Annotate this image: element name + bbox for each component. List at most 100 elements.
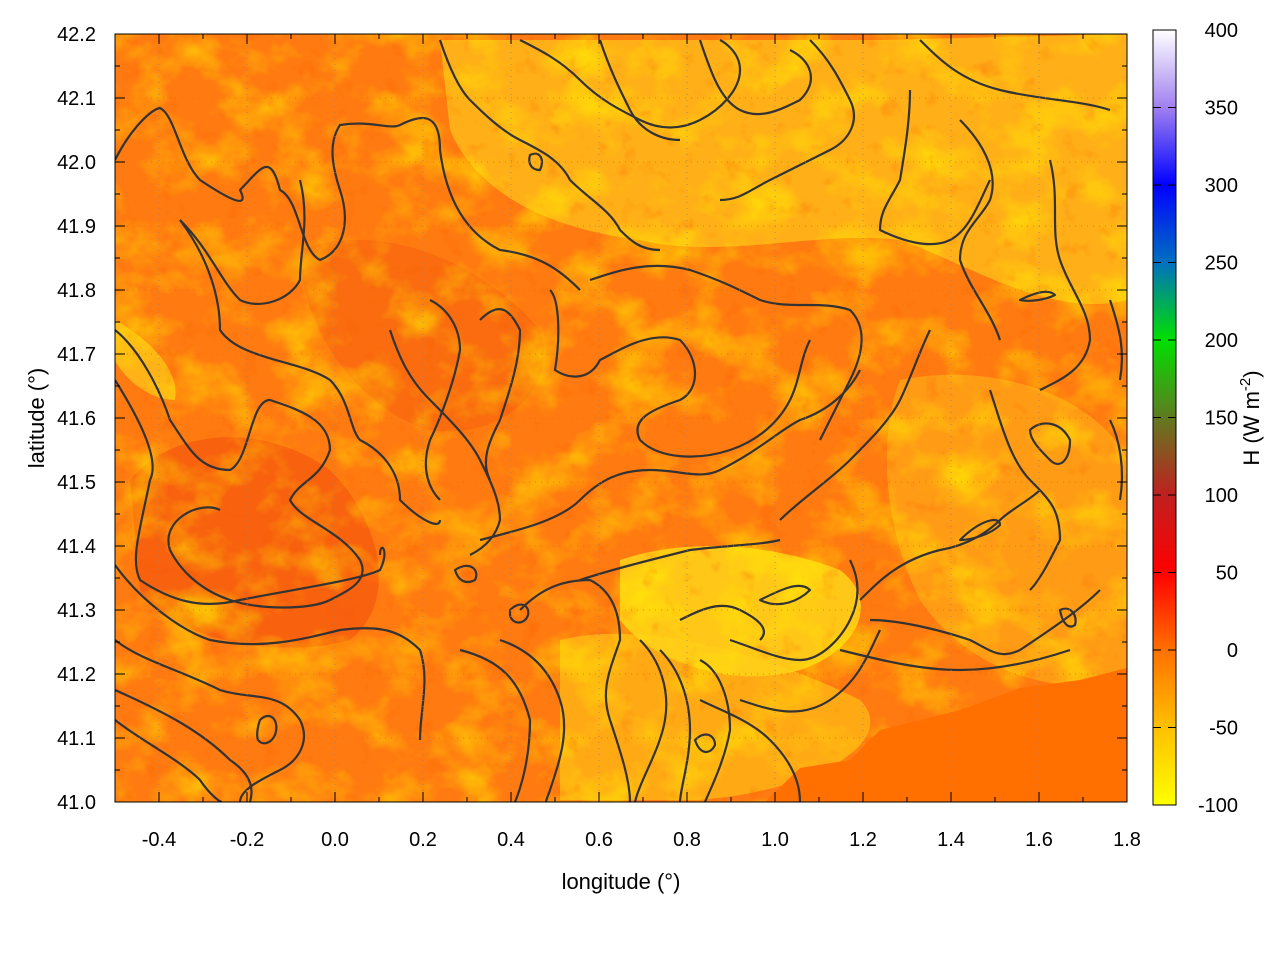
y-axis: 41.0 41.1 41.2 41.3 41.4 41.5 41.6 41.7 41.8 41.9… bbox=[57, 24, 1127, 814]
contour-line bbox=[598, 39, 681, 142]
colorbar-tick-label: 100 bbox=[1205, 485, 1238, 507]
contour-line bbox=[179, 179, 306, 305]
colorbar-label: H (W m-2) bbox=[1237, 370, 1264, 465]
contour-line bbox=[115, 329, 364, 609]
contour-line bbox=[479, 308, 522, 481]
contour-line bbox=[729, 559, 859, 662]
colorbar-tick-label: -50 bbox=[1209, 718, 1238, 740]
contour-line bbox=[453, 564, 478, 584]
contour-line bbox=[699, 699, 802, 802]
colorbar-tick-label: -100 bbox=[1198, 795, 1238, 817]
y-tick-label: 41.4 bbox=[57, 536, 96, 558]
x-tick-label: 1.8 bbox=[1113, 829, 1141, 851]
contour-line bbox=[1058, 607, 1077, 628]
field-texture bbox=[115, 34, 1127, 802]
x-axis-label: longitude (°) bbox=[562, 869, 681, 894]
contour-line bbox=[115, 719, 223, 802]
contour-line bbox=[1108, 299, 1124, 381]
contour-line bbox=[115, 379, 386, 606]
contour-line bbox=[589, 264, 863, 441]
contour-line bbox=[859, 489, 1041, 601]
x-tick-label: 1.0 bbox=[761, 829, 789, 851]
y-tick-label: 41.7 bbox=[57, 344, 96, 366]
contour-line bbox=[1028, 422, 1072, 465]
y-tick-label: 41.5 bbox=[57, 472, 96, 494]
contour-lines bbox=[115, 39, 1124, 802]
y-tick-label: 41.2 bbox=[57, 664, 96, 686]
y-tick-label: 42.1 bbox=[57, 88, 96, 110]
contour-line bbox=[699, 659, 732, 802]
colorbar-tick-label: 350 bbox=[1205, 98, 1238, 120]
contour-line bbox=[958, 518, 1002, 542]
contour-line bbox=[519, 39, 742, 129]
x-tick-label: 1.6 bbox=[1025, 829, 1053, 851]
contour-line bbox=[1018, 290, 1057, 302]
contour-line bbox=[115, 639, 305, 802]
contour-line bbox=[459, 648, 532, 802]
x-tick-label: 1.4 bbox=[937, 829, 965, 851]
contour-line bbox=[988, 389, 1062, 591]
contour-line bbox=[179, 219, 442, 525]
contour-line bbox=[508, 603, 530, 624]
contour-line bbox=[115, 106, 581, 291]
contour-line bbox=[115, 688, 253, 802]
contour-line bbox=[633, 639, 668, 802]
contour-line bbox=[579, 538, 781, 582]
contour-line bbox=[719, 39, 855, 202]
x-tick-label: 0.8 bbox=[673, 829, 701, 851]
colorbar-tick-label: 250 bbox=[1205, 253, 1238, 275]
y-axis-label: latitude (°) bbox=[24, 368, 49, 469]
x-tick-label: 1.2 bbox=[849, 829, 877, 851]
contour-line bbox=[839, 648, 1071, 672]
y-tick-label: 41.3 bbox=[57, 600, 96, 622]
colorbar-tick-label: 150 bbox=[1205, 408, 1238, 430]
colorbar-tick-label: 0 bbox=[1227, 640, 1238, 662]
contour-line bbox=[549, 289, 811, 458]
colorbar-label-text: H (W m bbox=[1239, 391, 1264, 466]
heatmap-field bbox=[115, 34, 1127, 802]
x-tick-label: 0.6 bbox=[585, 829, 613, 851]
contour-line bbox=[519, 578, 632, 802]
y-tick-label: 41.6 bbox=[57, 408, 96, 430]
contour-line bbox=[958, 119, 1002, 341]
contour-line bbox=[528, 152, 544, 172]
contour-line bbox=[479, 369, 861, 542]
contour-line bbox=[919, 39, 1111, 112]
x-tick-label: 0.0 bbox=[321, 829, 349, 851]
y-tick-label: 42.2 bbox=[57, 24, 96, 46]
contour-line bbox=[438, 39, 661, 252]
colorbar-tick-label: 200 bbox=[1205, 330, 1238, 352]
colorbar-label-sup: -2 bbox=[1237, 378, 1254, 391]
colorbar-ticks: -100 -50 0 50 100 150 200 250 300 350 400 bbox=[1153, 20, 1238, 817]
x-axis: -0.4 -0.2 0.0 0.2 0.4 0.6 0.8 1.0 1.2 1.4 1.6 1.8 bbox=[114, 34, 1141, 851]
contour-line bbox=[758, 584, 812, 606]
x-tick-label: 0.4 bbox=[497, 829, 525, 851]
contour-line bbox=[388, 329, 502, 556]
contour-line bbox=[424, 299, 462, 501]
colorbar-label-close: ) bbox=[1239, 370, 1264, 377]
contour-line bbox=[1109, 419, 1124, 501]
contour-line bbox=[739, 629, 881, 713]
contour-line bbox=[659, 649, 692, 802]
y-tick-label: 42.0 bbox=[57, 152, 96, 174]
y-tick-label: 41.0 bbox=[57, 792, 96, 814]
contour-line bbox=[698, 39, 812, 116]
contour-line bbox=[693, 733, 717, 753]
x-tick-label: 0.2 bbox=[409, 829, 437, 851]
colorbar-tick-label: 50 bbox=[1216, 563, 1238, 585]
colorbar-tick-label: 300 bbox=[1205, 175, 1238, 197]
contour-line bbox=[878, 89, 991, 246]
contour-line bbox=[115, 564, 426, 741]
colorbar: -100 -50 0 50 100 150 200 250 300 350 400 H (W m-2… bbox=[1152, 20, 1264, 817]
y-tick-label: 41.1 bbox=[57, 728, 96, 750]
x-tick-label: -0.4 bbox=[142, 829, 176, 851]
contour-line bbox=[869, 589, 1101, 656]
contour-line bbox=[1039, 159, 1092, 391]
field-sea-region bbox=[765, 668, 1127, 802]
y-tick-label: 41.8 bbox=[57, 280, 96, 302]
contour-line bbox=[779, 329, 931, 521]
y-tick-label: 41.9 bbox=[57, 216, 96, 238]
x-tick-label: -0.2 bbox=[230, 829, 264, 851]
contour-line bbox=[256, 714, 278, 745]
